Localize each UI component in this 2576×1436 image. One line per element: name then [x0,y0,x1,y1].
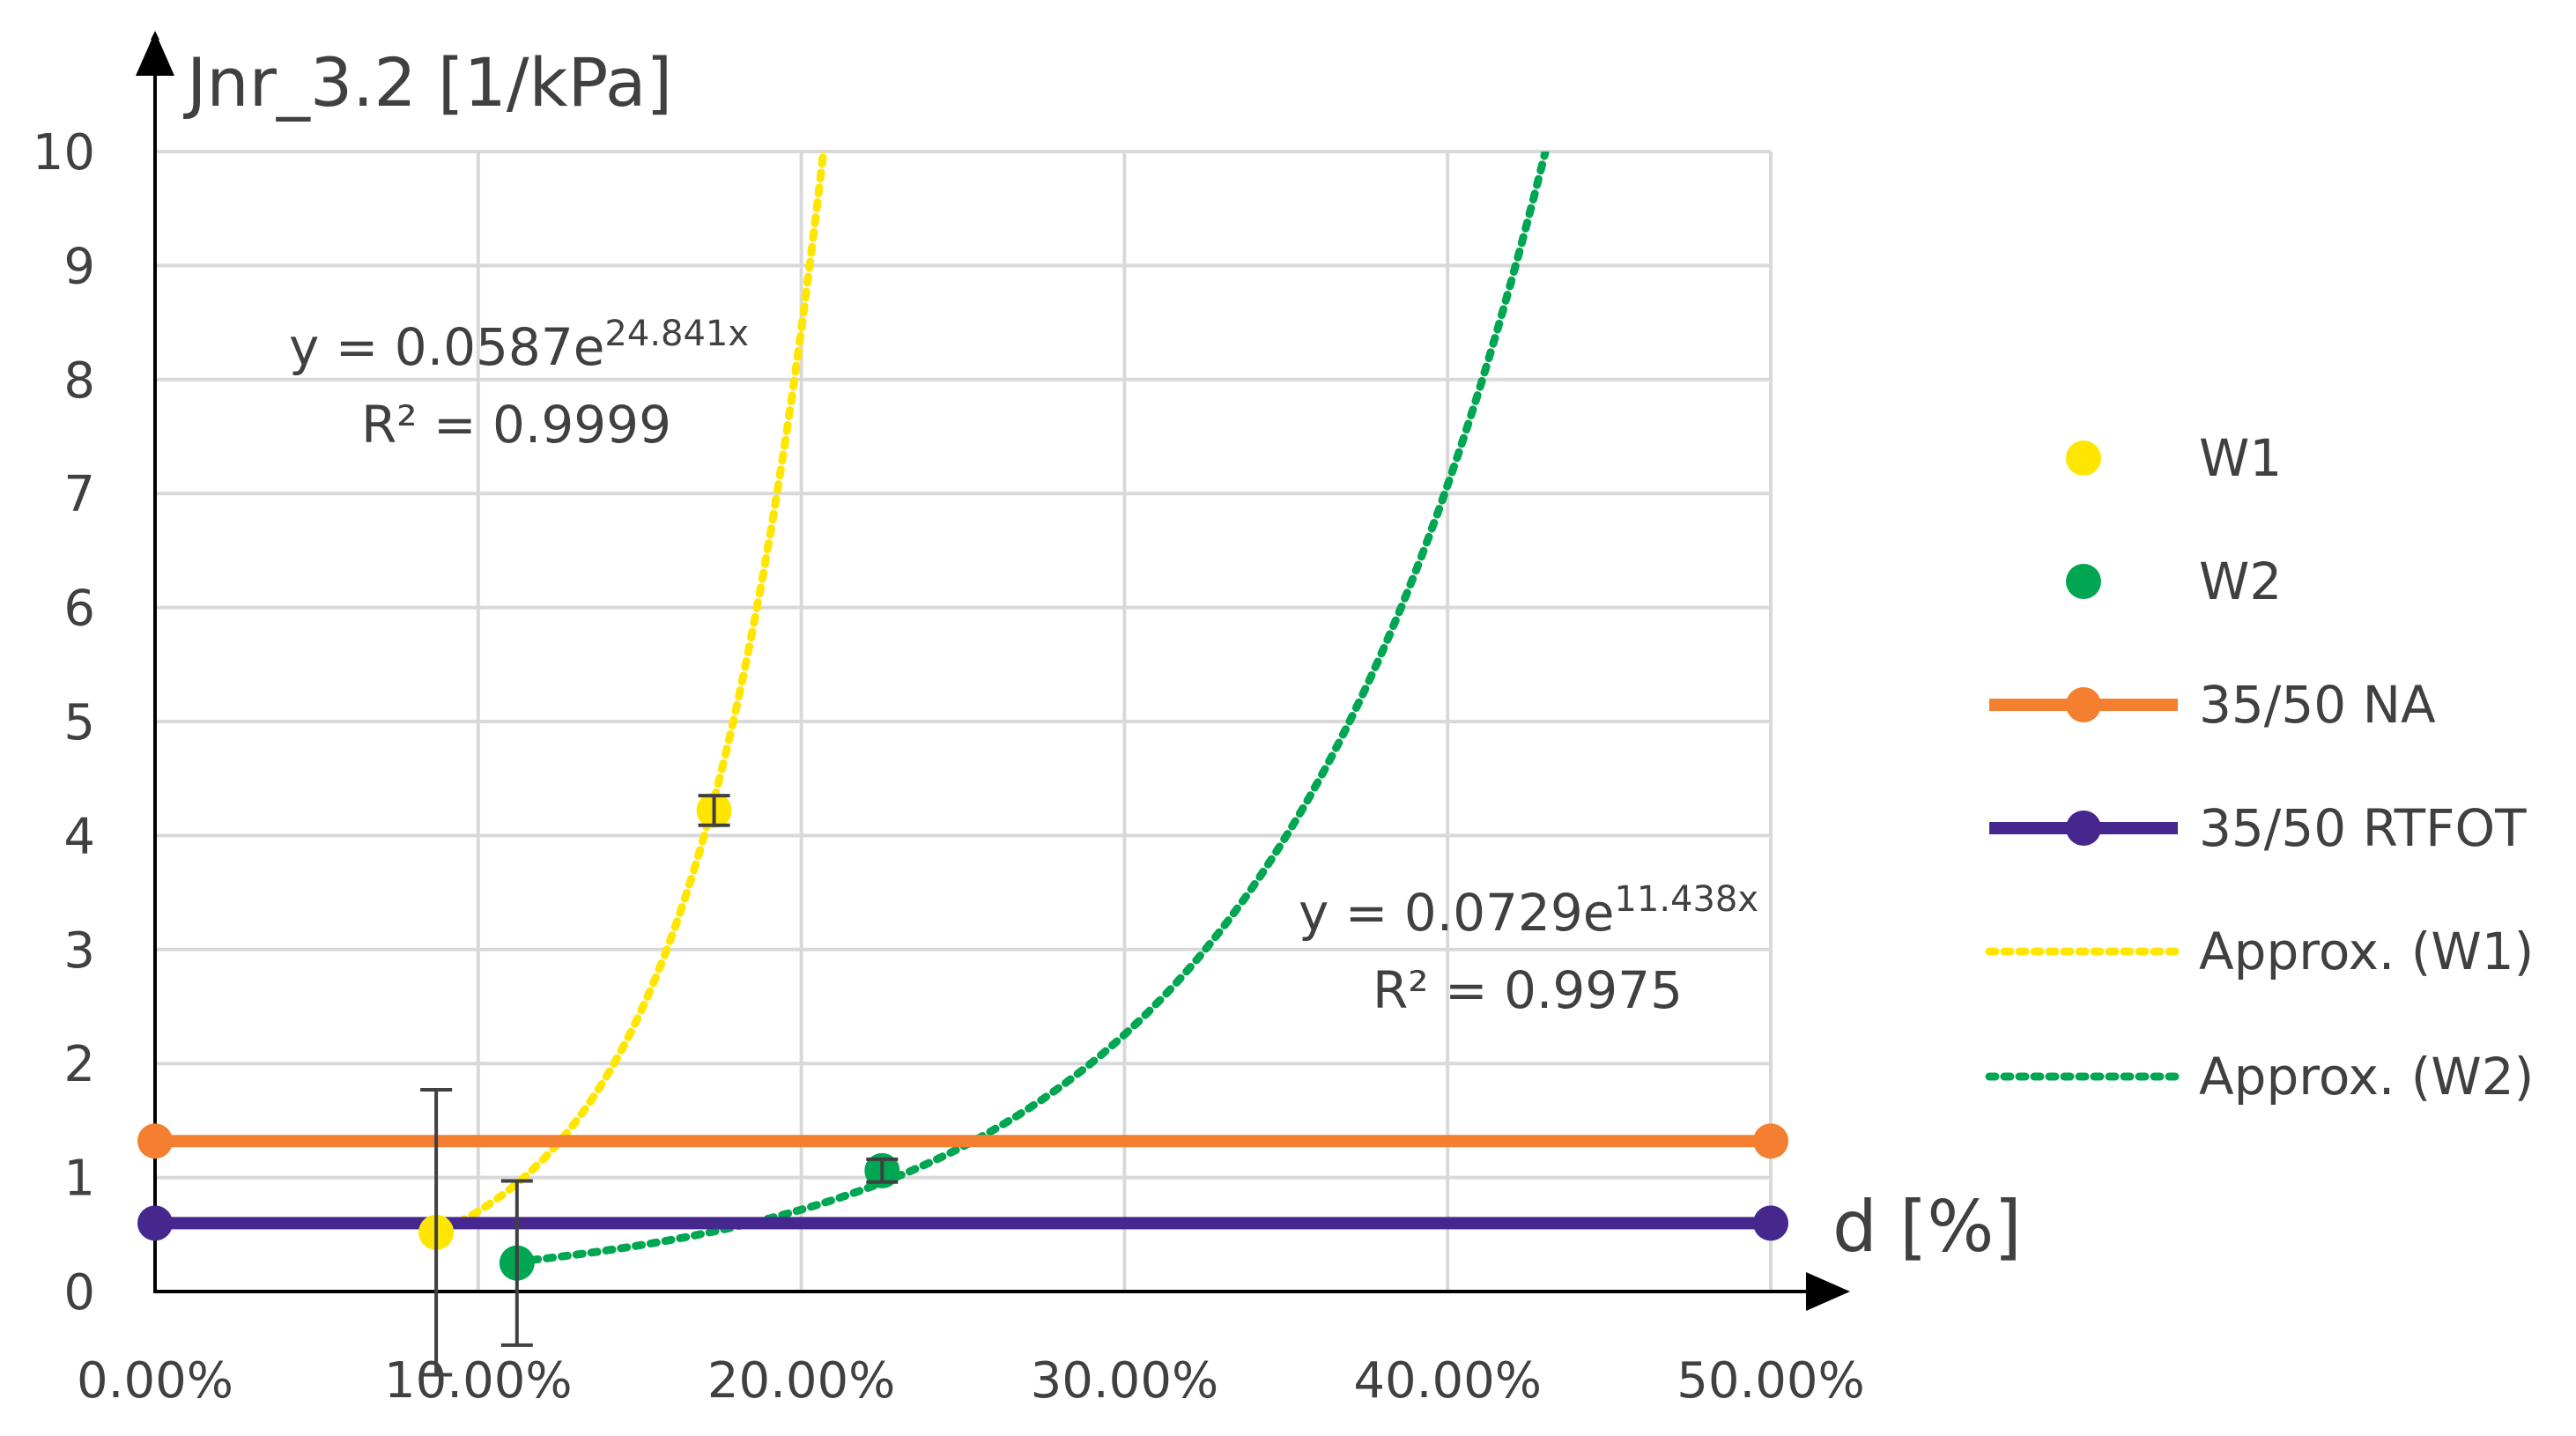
legend-label-4: Approx. (W1) [2199,922,2534,981]
fit-curve-5 [513,152,1550,1266]
x-tick-label-3: 30.00% [1031,1352,1219,1410]
legend-label-2: 35/50 NA [2199,675,2436,735]
y-tick-label-1: 1 [63,1151,95,1208]
grid [153,150,1773,1293]
plot-area [137,152,1788,1377]
y-tick-label-2: 2 [63,1036,95,1093]
x-tick-label-4: 40.00% [1353,1352,1542,1410]
legend-marker-3 [2066,811,2101,846]
y-tick-label-6: 6 [63,581,95,638]
y-tick-label-7: 7 [63,466,95,523]
fit-curve-4 [441,152,828,1233]
legend-label-0: W1 [2199,428,2282,488]
y-tick-label-3: 3 [63,922,95,980]
fit-equation-1-exponent: 11.438x [1614,879,1758,920]
legend-label-3: 35/50 RTFOT [2199,798,2527,858]
fit-equation-0-base: y = 0.0587e [289,317,604,377]
legend-label-1: W2 [2199,551,2282,611]
fit-annotations: y = 0.0587e24.841x R² = 0.9999 y = 0.0729e… [289,314,1758,1020]
x-axis-title: d [%] [1832,1186,2022,1268]
y-axis-arrow [136,32,174,76]
hline-3-marker-end [1753,1205,1788,1241]
y-tick-label-0: 0 [63,1264,95,1321]
y-tick-label-10: 10 [33,124,95,181]
fit-r2-0: R² = 0.9999 [361,395,671,455]
fit-equation-0: y = 0.0587e24.841x [289,314,749,377]
legend-label-5: Approx. (W2) [2199,1047,2534,1107]
axes: Jnr_3.2 [1/kPa] d [%] [136,31,2022,1311]
y-axis-title: Jnr_3.2 [1/kPa] [183,43,672,122]
fit-r2-1: R² = 0.9975 [1373,960,1683,1020]
legend-marker-2 [2066,687,2101,722]
y-tick-label-9: 9 [63,238,95,295]
y-tick-label-4: 4 [63,808,95,865]
tick-labels: 0 1 2 3 4 5 6 7 8 9 10 0.00% 10.00% 20.00% 30.00% 40.00… [33,124,1865,1410]
fit-equation-1-base: y = 0.0729e [1299,883,1614,943]
x-tick-label-2: 20.00% [707,1352,896,1410]
fit-equation-0-exponent: 24.841x [604,314,749,354]
y-tick-label-5: 5 [63,694,95,751]
hline-3-marker-start [137,1205,173,1241]
x-axis-arrow [1806,1272,1850,1311]
hline-2-marker-end [1753,1123,1788,1159]
hline-2-marker-start [137,1123,173,1159]
legend-marker-0 [2066,440,2101,476]
legend-marker-1 [2066,564,2101,599]
x-tick-label-0: 0.00% [77,1352,233,1410]
legend: W1 W2 35/50 NA 35/50 RTFOT Approx. (W1) Appro… [1985,428,2534,1107]
x-tick-label-5: 50.00% [1677,1352,1865,1410]
fit-equation-1: y = 0.0729e11.438x [1299,879,1758,943]
y-tick-label-8: 8 [63,352,95,410]
x-tick-label-1: 10.00% [384,1352,573,1410]
